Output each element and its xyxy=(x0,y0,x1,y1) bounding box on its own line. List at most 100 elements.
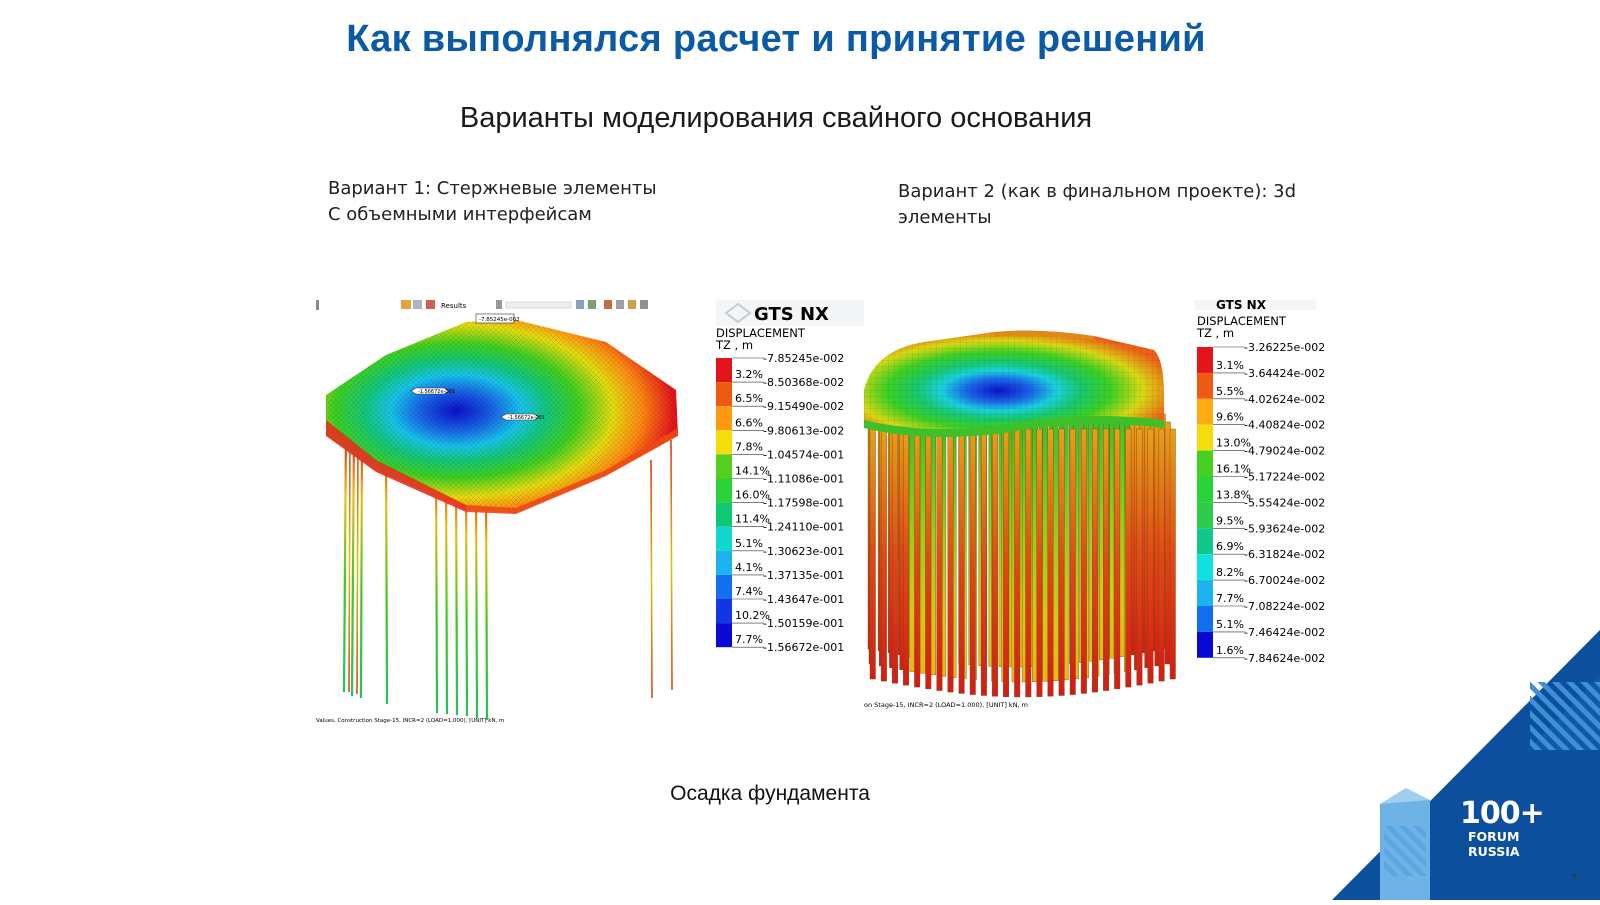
left-toolbar-label: Results xyxy=(441,302,467,310)
legend-value: -7.85245e-002 xyxy=(763,352,844,365)
variant-1-line2: С объемными интерфейсам xyxy=(328,204,592,225)
legend-percent: 16.0% xyxy=(735,489,770,502)
legend-swatch xyxy=(1197,502,1213,529)
pile xyxy=(1092,428,1098,693)
legend-value: -7.84624e-002 xyxy=(1244,652,1325,665)
left-model-render: Results xyxy=(316,300,864,730)
slide-title: Как выполнялся расчет и принятие решений xyxy=(346,18,1206,60)
right-raft xyxy=(864,330,1164,437)
variant-1-line1: Вариант 1: Стержневые элементы xyxy=(328,178,657,199)
pile xyxy=(880,428,887,682)
legend-value: -4.02624e-002 xyxy=(1244,393,1325,406)
right-model-figure: on Stage-15, INCR=2 (LOAD=1.000), [UNIT]… xyxy=(864,298,1334,730)
legend-swatch xyxy=(1197,476,1213,503)
legend-swatch xyxy=(716,430,732,455)
pile xyxy=(914,428,921,688)
pile xyxy=(1025,428,1032,698)
legend-percent: 16.1% xyxy=(1216,463,1251,476)
legend-value: -1.30623e-001 xyxy=(763,545,844,558)
legend-value: -1.37135e-001 xyxy=(763,569,844,582)
left-logo-text: GTS NX xyxy=(754,304,829,325)
legend-value: -3.64424e-002 xyxy=(1244,367,1325,380)
legend-percent: 1.6% xyxy=(1216,644,1244,657)
pile xyxy=(925,428,932,690)
legend-value: -1.43647e-001 xyxy=(763,593,844,606)
legend-swatch xyxy=(1197,528,1213,555)
legend-percent: 6.9% xyxy=(1216,540,1244,553)
left-status-text: Values, Construction Stage-15, INCR=2 (L… xyxy=(316,718,504,724)
legend-percent: 6.5% xyxy=(735,392,763,405)
figure-caption: Осадка фундамента xyxy=(670,782,870,805)
slide-subtitle: Варианты моделирования свайного основани… xyxy=(459,102,1093,134)
legend-percent: 7.7% xyxy=(735,633,763,646)
variant-2-label: Вариант 2 (как в финальном проекте): 3d … xyxy=(898,179,1318,231)
legend-percent: 13.0% xyxy=(1216,437,1251,450)
pile xyxy=(869,428,876,680)
pile xyxy=(1147,428,1154,684)
right-logo-text: GTS NX xyxy=(1216,300,1267,312)
pile xyxy=(1164,421,1171,665)
legend-value: -8.50368e-002 xyxy=(763,376,844,389)
legend-percent: 5.1% xyxy=(1216,618,1244,631)
pile xyxy=(1058,428,1065,696)
right-legend-unit: TZ , m xyxy=(1196,326,1234,340)
pile xyxy=(1125,428,1132,688)
legend-swatch xyxy=(1197,450,1213,477)
forum-logo-number: 100+ xyxy=(1460,796,1544,831)
right-piles xyxy=(867,413,1176,698)
legend-value: -7.46424e-002 xyxy=(1244,626,1325,639)
legend-value: -6.70024e-002 xyxy=(1244,574,1325,587)
left-marker-top: -7.85245e-002 xyxy=(479,317,520,323)
legend-value: -1.50159e-001 xyxy=(763,617,844,630)
pile xyxy=(1014,428,1021,698)
pile xyxy=(1069,428,1076,695)
pile xyxy=(903,428,910,686)
pile xyxy=(919,421,926,674)
pile xyxy=(892,428,898,684)
pile xyxy=(1114,428,1121,690)
legend-value: -4.40824e-002 xyxy=(1244,419,1325,432)
pile xyxy=(1103,428,1110,691)
legend-swatch xyxy=(716,478,732,503)
legend-percent: 5.5% xyxy=(1216,385,1244,398)
legend-swatch xyxy=(716,599,732,624)
legend-value: -1.04574e-001 xyxy=(763,448,844,461)
variant-1-label: Вариант 1: Стержневые элементы С объемны… xyxy=(328,176,688,228)
legend-percent: 6.6% xyxy=(735,416,763,429)
variant-2-line2: элементы xyxy=(898,207,992,228)
legend-percent: 7.4% xyxy=(735,585,763,598)
legend-swatch xyxy=(716,358,732,383)
legend-percent: 14.1% xyxy=(735,465,770,478)
legend-swatch xyxy=(1197,347,1213,373)
left-toolbar: Results xyxy=(316,300,648,310)
pile xyxy=(1036,428,1043,697)
pile xyxy=(1158,428,1165,682)
legend-percent: 9.6% xyxy=(1216,411,1244,424)
left-markers: -7.85245e-002 -1.56672e-001 -1.56672e-00… xyxy=(410,313,545,421)
pile xyxy=(1136,428,1143,686)
legend-percent: 5.1% xyxy=(735,537,763,550)
legend-swatch xyxy=(716,406,732,431)
legend-swatch xyxy=(716,382,732,407)
legend-swatch xyxy=(716,502,732,527)
forum-logo-line2: RUSSIA xyxy=(1468,844,1520,859)
legend-value: -1.17598e-001 xyxy=(763,497,844,510)
legend-percent: 8.2% xyxy=(1216,566,1244,579)
left-marker-2: -1.56672e-001 xyxy=(508,415,545,421)
legend-swatch xyxy=(716,526,732,551)
legend-swatch xyxy=(716,454,732,479)
pile xyxy=(992,428,998,697)
pile xyxy=(947,428,954,693)
left-marker-1: -1.56672e-001 xyxy=(418,389,455,395)
legend-percent: 10.2% xyxy=(735,609,770,622)
left-piles xyxy=(342,429,673,730)
right-model-render: on Stage-15, INCR=2 (LOAD=1.000), [UNIT]… xyxy=(864,298,1325,709)
legend-value: -1.24110e-001 xyxy=(763,521,844,534)
legend-percent: 7.8% xyxy=(735,440,763,453)
legend-percent: 3.1% xyxy=(1216,359,1244,372)
pile xyxy=(1052,421,1059,681)
legend-percent: 13.8% xyxy=(1216,488,1251,501)
left-legend-unit: TZ , m xyxy=(715,338,753,352)
legend-value: -5.93624e-002 xyxy=(1244,522,1325,535)
legend-swatch xyxy=(716,623,732,648)
